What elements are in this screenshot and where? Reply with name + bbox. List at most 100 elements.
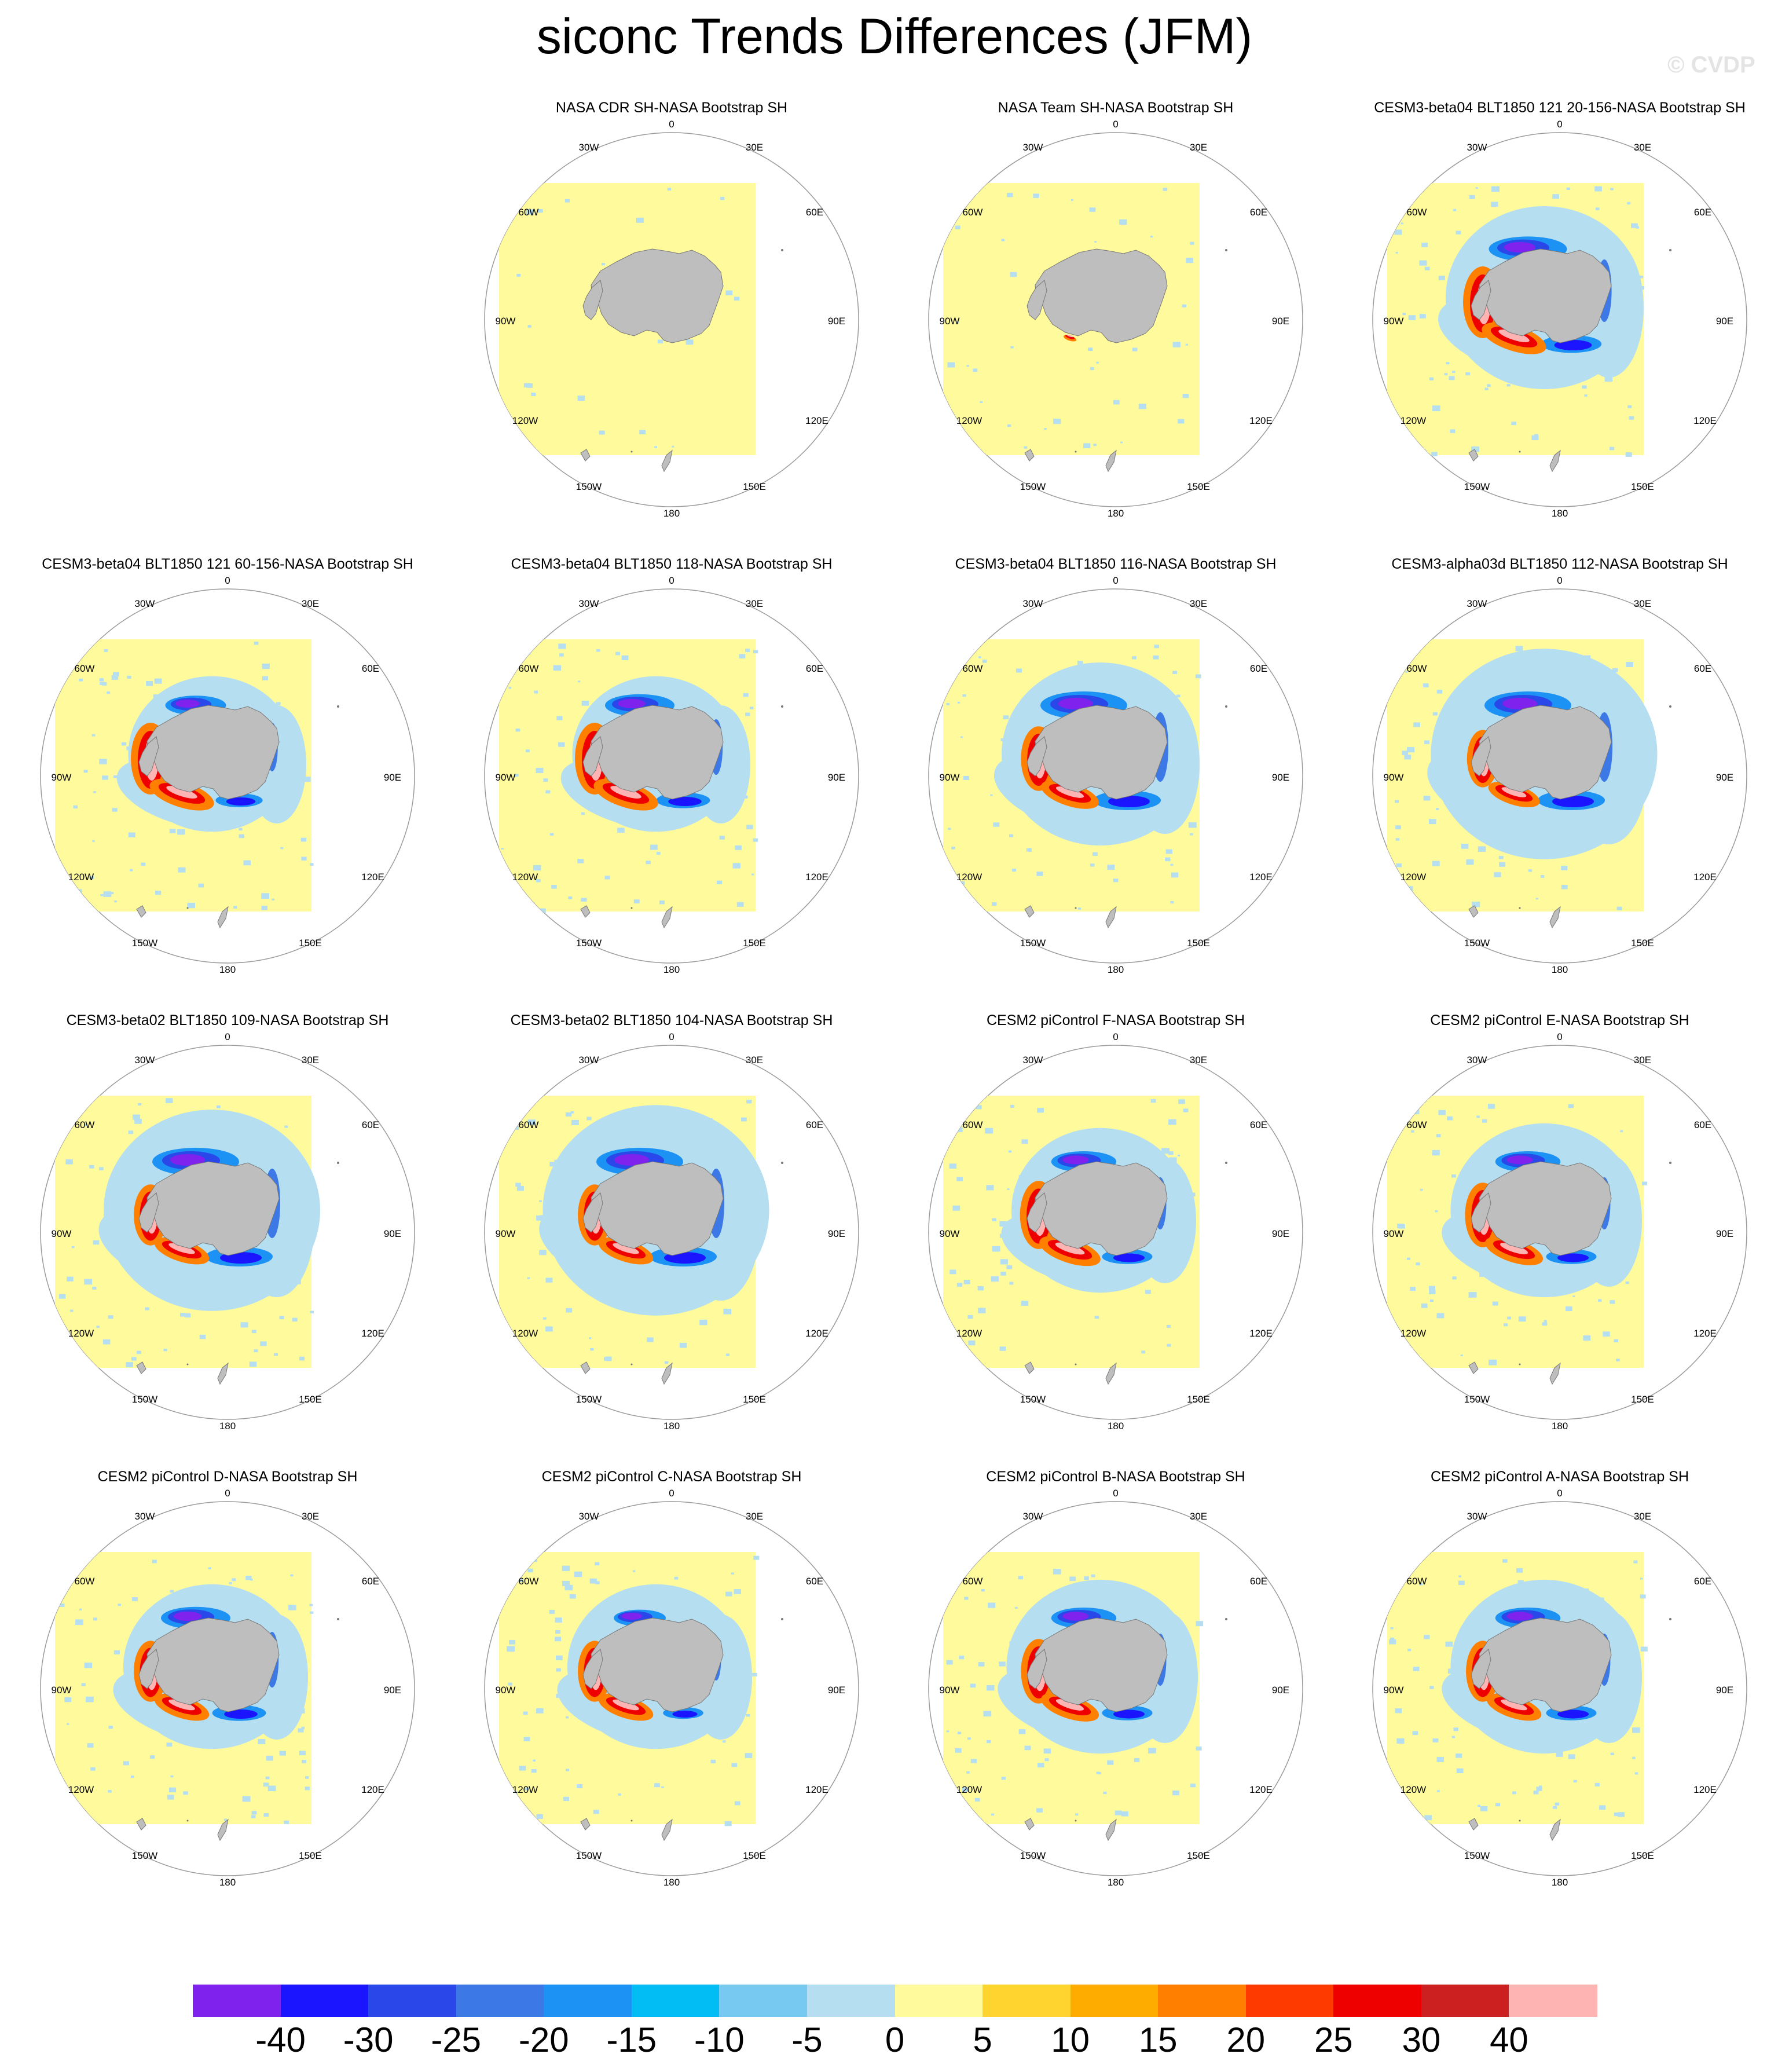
longitude-label: 120W [956, 1784, 982, 1795]
longitude-label: 150E [1187, 1850, 1210, 1861]
colorbar-box [1245, 1985, 1334, 2017]
panel-title: CESM3-alpha03d BLT1850 112-NASA Bootstra… [1391, 556, 1728, 572]
longitude-label: 60E [806, 207, 823, 218]
longitude-label: 30W [1467, 1055, 1487, 1066]
new-zealand-land [217, 1818, 229, 1842]
longitude-label: 120E [805, 872, 828, 883]
colorbar-label: -30 [343, 2020, 394, 2059]
longitude-label: 120E [361, 1784, 384, 1795]
longitude-label: 30W [579, 142, 599, 153]
longitude-label: 180 [1108, 1421, 1124, 1432]
longitude-label: 30E [1634, 1511, 1651, 1522]
longitude-label: 30E [746, 598, 763, 609]
longitude-label: 150W [132, 938, 157, 949]
longitude-label: 90E [1716, 772, 1733, 783]
longitude-label: 60W [1407, 1576, 1427, 1587]
longitude-label: 90E [384, 772, 401, 783]
colorbar-label: -20 [518, 2020, 569, 2059]
antarctica-land [146, 705, 280, 800]
longitude-label: 90W [940, 1228, 960, 1239]
longitude-label: 90E [1716, 1685, 1733, 1696]
longitude-label: 150W [132, 1850, 157, 1861]
longitude-label: 0 [669, 1488, 674, 1499]
longitude-label: 120W [68, 1784, 94, 1795]
longitude-label: 180 [1108, 508, 1124, 519]
map-panel: NASA Team SH-NASA Bootstrap SH 0 30E 60E 90E… [893, 100, 1339, 557]
longitude-label: 150W [576, 481, 602, 492]
longitude-label: 150W [576, 938, 602, 949]
polar-map: 0 30E 60E 90E 120E 150E 180 150W 120W 90W 60W 30W [928, 1031, 1303, 1432]
longitude-label: 120E [361, 1328, 384, 1339]
longitude-label: 120E [1249, 1328, 1273, 1339]
south-america-land [929, 661, 942, 707]
longitude-label: 120E [805, 1328, 828, 1339]
longitude-label: 150E [743, 1850, 766, 1861]
longitude-label: 30E [1190, 598, 1207, 609]
longitude-label: 90E [1272, 1685, 1289, 1696]
longitude-label: 60W [963, 663, 983, 674]
longitude-label: 60E [806, 1119, 823, 1130]
polar-map: 0 30E 60E 90E 120E 150E 180 150W 120W 90W 60W 30W [484, 1488, 859, 1888]
south-america-land [1373, 661, 1386, 707]
longitude-label: 90W [496, 772, 516, 783]
longitude-label: 90W [496, 1228, 516, 1239]
longitude-label: 90E [384, 1685, 401, 1696]
new-zealand-land [661, 1818, 673, 1842]
longitude-label: 90W [940, 1685, 960, 1696]
longitude-label: 120E [805, 1784, 828, 1795]
longitude-label: 30E [1634, 598, 1651, 609]
antarctica-land [1479, 1161, 1612, 1256]
longitude-label: 120W [1401, 415, 1426, 426]
longitude-label: 30W [579, 1511, 599, 1522]
polar-map: 0 30E 60E 90E 120E 150E 180 150W 120W 90W 60W 30W [40, 1031, 415, 1432]
longitude-label: 90W [52, 1685, 72, 1696]
colorbar-box [544, 1985, 632, 2017]
colorbar-label: 0 [885, 2020, 905, 2059]
longitude-label: 180 [1552, 1421, 1568, 1432]
polar-map: 0 30E 60E 90E 120E 150E 180 150W 120W 90W 60W 30W [928, 119, 1303, 519]
antarctica-land [591, 705, 724, 800]
longitude-label: 60W [519, 663, 539, 674]
antarctica-land [1035, 1161, 1168, 1256]
new-zealand-land [661, 906, 673, 929]
map-panel: NASA CDR SH-NASA Bootstrap SH 0 30E 60E 90E 1… [449, 100, 894, 557]
south-america-land [929, 1573, 942, 1620]
longitude-label: 0 [669, 119, 674, 130]
south-america-land [929, 1117, 942, 1163]
antarctica-land [146, 1161, 280, 1256]
longitude-label: 90W [1384, 772, 1404, 783]
colorbar-box [983, 1985, 1071, 2017]
longitude-label: 120W [956, 1328, 982, 1339]
longitude-label: 150E [299, 1394, 322, 1405]
new-zealand-land [217, 1362, 229, 1385]
longitude-label: 90E [828, 1685, 845, 1696]
longitude-label: 120W [956, 872, 982, 883]
new-zealand-land [661, 449, 673, 473]
polar-map: 0 30E 60E 90E 120E 150E 180 150W 120W 90W 60W 30W [1372, 575, 1747, 975]
longitude-label: 0 [1557, 1488, 1562, 1499]
colorbar-label: 25 [1314, 2020, 1353, 2059]
longitude-label: 90E [384, 1228, 401, 1239]
map-panel: CESM3-beta04 BLT1850 121 60-156-NASA Boo… [5, 556, 450, 1013]
colorbar-label: 20 [1226, 2020, 1266, 2059]
longitude-label: 120E [1249, 415, 1273, 426]
longitude-label: 150E [743, 1394, 766, 1405]
colorbar-label: 30 [1402, 2020, 1441, 2059]
longitude-label: 120E [1693, 1784, 1717, 1795]
longitude-label: 30W [1467, 142, 1487, 153]
panel-title: CESM2 piControl B-NASA Bootstrap SH [986, 1469, 1245, 1485]
new-zealand-land [661, 1362, 673, 1385]
map-panel: CESM3-beta04 BLT1850 118-NASA Bootstrap … [449, 556, 894, 1013]
colorbar-box [1421, 1985, 1509, 2017]
longitude-label: 60W [963, 207, 983, 218]
longitude-label: 30W [1023, 1511, 1043, 1522]
longitude-label: 150W [132, 1394, 157, 1405]
longitude-label: 150E [1631, 1394, 1654, 1405]
longitude-label: 90E [1716, 1228, 1733, 1239]
longitude-label: 60W [1407, 207, 1427, 218]
south-america-land [41, 661, 54, 707]
longitude-label: 180 [1552, 508, 1568, 519]
longitude-label: 60W [1407, 1119, 1427, 1130]
south-america-land [1373, 1573, 1386, 1620]
longitude-label: 0 [1557, 575, 1562, 586]
